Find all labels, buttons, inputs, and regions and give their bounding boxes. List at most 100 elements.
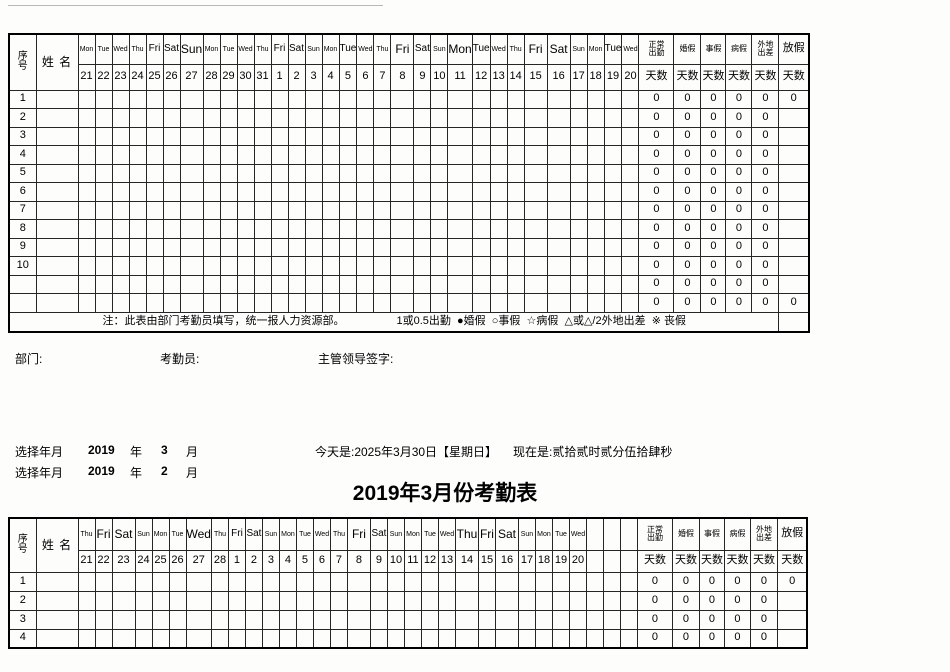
cell-name[interactable]	[35, 274, 79, 294]
cell-day-mark[interactable]	[162, 237, 181, 257]
cell-weekday-12[interactable]: Tue	[420, 517, 439, 551]
cell-day-mark[interactable]	[346, 571, 371, 592]
cell-day-mark[interactable]	[134, 628, 153, 649]
cell-day-mark[interactable]	[128, 293, 147, 313]
cell-day-mark[interactable]	[534, 590, 553, 611]
cell-weekday-12[interactable]: Tue	[471, 33, 491, 65]
cell-row-seq[interactable]: 3	[8, 126, 37, 146]
cell-weekday-14[interactable]: Thu	[506, 33, 525, 65]
cell-weekday-6[interactable]: Wed	[356, 33, 375, 65]
cell-day-mark[interactable]	[569, 237, 588, 257]
cell-sick-value[interactable]: 0	[725, 163, 753, 183]
cell-holiday-value[interactable]	[778, 200, 810, 220]
cell-day-mark[interactable]	[477, 628, 496, 649]
cell-weekday-21[interactable]: Thu	[77, 517, 96, 551]
cell-weekday-4[interactable]: Mon	[321, 33, 340, 65]
cell-day-mark[interactable]	[134, 571, 153, 592]
cell-day-mark[interactable]	[202, 108, 221, 128]
cell-day-mark[interactable]	[430, 293, 449, 313]
cell-day-mark[interactable]	[523, 293, 548, 313]
cell-day-mark[interactable]	[168, 571, 187, 592]
cell-day-mark[interactable]	[77, 145, 96, 165]
cell-day-mark[interactable]	[77, 200, 96, 220]
cell-day-mark[interactable]	[447, 163, 473, 183]
cell-weekday-empty[interactable]	[602, 517, 621, 551]
cell-weekday-16[interactable]: Sat	[546, 33, 571, 65]
cell-normal-value[interactable]: 0	[636, 571, 673, 592]
cell-weekday-22[interactable]: Fri	[94, 517, 113, 551]
cell-day-mark[interactable]	[586, 219, 605, 239]
cell-day-mark[interactable]	[586, 182, 605, 202]
cell-day-mark[interactable]	[77, 89, 96, 109]
cell-day-mark[interactable]	[111, 108, 130, 128]
cell-day-mark[interactable]	[413, 108, 432, 128]
cell-day-number-6[interactable]: 6	[356, 63, 375, 91]
cell-days-label-trip[interactable]: 天数	[751, 63, 780, 91]
cell-trip-value[interactable]: 0	[751, 256, 780, 276]
cell-day-number-14[interactable]: 14	[454, 549, 479, 573]
cell-weekday-20[interactable]: Wed	[621, 33, 640, 65]
cell-weekday-18[interactable]: Mon	[586, 33, 605, 65]
cell-day-mark[interactable]	[145, 89, 164, 109]
cell-day-mark[interactable]	[506, 145, 525, 165]
cell-day-mark[interactable]	[202, 256, 221, 276]
cell-day-mark[interactable]	[111, 145, 130, 165]
cell-trip-value[interactable]: 0	[749, 609, 778, 630]
cell-row-seq[interactable]: 1	[8, 571, 37, 592]
cell-trip-value[interactable]: 0	[751, 200, 780, 220]
cell-day-mark[interactable]	[373, 274, 392, 294]
cell-day-mark[interactable]	[346, 609, 371, 630]
cell-day-mark[interactable]	[111, 200, 130, 220]
cell-weekday-23[interactable]: Wed	[111, 33, 130, 65]
cell-day-mark[interactable]	[145, 256, 164, 276]
cell-day-mark[interactable]	[356, 274, 375, 294]
cell-day-mark[interactable]	[506, 237, 525, 257]
cell-weekday-empty[interactable]	[585, 517, 604, 551]
cell-day-mark[interactable]	[494, 590, 519, 611]
cell-holiday-value[interactable]: 0	[778, 89, 810, 109]
cell-holiday-value[interactable]	[778, 145, 810, 165]
cell-day-mark[interactable]	[179, 200, 204, 220]
cell-holiday-value[interactable]	[776, 590, 808, 611]
cell-day-mark[interactable]	[586, 256, 605, 276]
cell-day-mark[interactable]	[517, 590, 536, 611]
cell-row-seq[interactable]	[8, 293, 37, 313]
cell-day-number-8[interactable]: 8	[346, 549, 371, 573]
cell-day-mark[interactable]	[287, 200, 306, 220]
cell-marriage-value[interactable]: 0	[673, 108, 702, 128]
cell-day-mark[interactable]	[261, 609, 280, 630]
cell-day-mark[interactable]	[569, 126, 588, 146]
cell-day-mark[interactable]	[471, 182, 491, 202]
cell-weekday-17[interactable]: Sun	[569, 33, 588, 65]
cell-day-mark[interactable]	[551, 609, 570, 630]
cell-day-mark[interactable]	[261, 590, 280, 611]
cell-day-mark[interactable]	[619, 571, 638, 592]
cell-sick-value[interactable]: 0	[723, 590, 751, 611]
cell-marriage-value[interactable]: 0	[673, 163, 702, 183]
cell-day-mark[interactable]	[244, 571, 263, 592]
cell-day-mark[interactable]	[489, 108, 508, 128]
cell-day-mark[interactable]	[603, 126, 623, 146]
cell-day-mark[interactable]	[145, 237, 164, 257]
cell-day-mark[interactable]	[338, 108, 358, 128]
cell-day-number-2[interactable]: 2	[287, 63, 306, 91]
cell-day-mark[interactable]	[111, 628, 136, 649]
cell-day-mark[interactable]	[321, 274, 340, 294]
cell-weekday-22[interactable]: Tue	[94, 33, 113, 65]
cell-holiday-value[interactable]	[778, 163, 810, 183]
month-value-2[interactable]: 2	[161, 464, 168, 478]
cell-day-mark[interactable]	[162, 145, 181, 165]
cell-day-mark[interactable]	[621, 237, 640, 257]
note-holiday-cell[interactable]	[778, 311, 810, 333]
cell-weekday-11[interactable]: Mon	[447, 33, 473, 65]
cell-day-mark[interactable]	[603, 145, 623, 165]
cell-marriage-value[interactable]: 0	[673, 219, 702, 239]
cell-day-mark[interactable]	[338, 293, 358, 313]
cell-day-mark[interactable]	[373, 256, 392, 276]
cell-day-number-1[interactable]: 1	[227, 549, 246, 573]
cell-row-seq[interactable]: 5	[8, 163, 37, 183]
cell-day-mark[interactable]	[219, 108, 238, 128]
cell-day-mark[interactable]	[321, 182, 340, 202]
cell-marriage-value[interactable]: 0	[673, 293, 702, 313]
cell-day-mark[interactable]	[94, 609, 113, 630]
